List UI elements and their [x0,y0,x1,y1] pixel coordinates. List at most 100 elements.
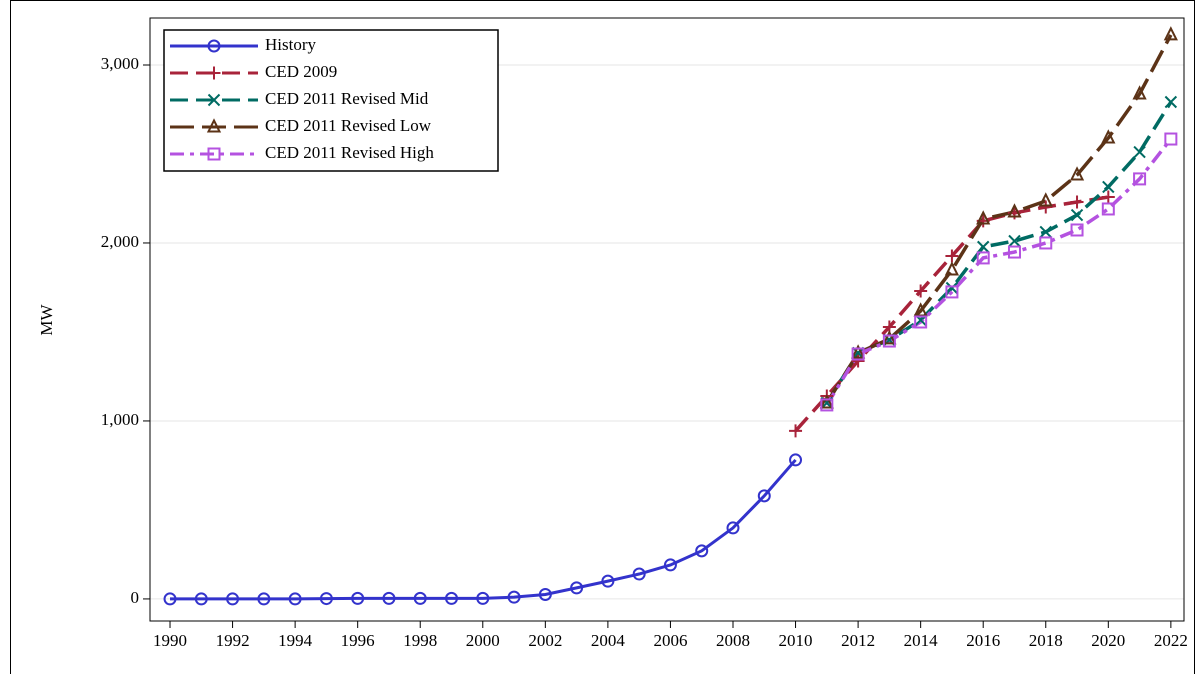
marker [882,330,897,345]
marker [570,581,584,595]
y-tick-label: 0 [131,588,140,607]
legend-box [163,29,499,172]
marker [1039,200,1053,214]
marker [1101,129,1116,144]
marker [1039,236,1053,250]
x-tick-label: 2000 [466,631,500,650]
marker [789,424,803,438]
marker [194,592,208,606]
x-tick-label: 2022 [1154,631,1188,650]
marker [206,118,222,133]
marker [944,261,960,276]
marker [1069,166,1085,181]
marker [351,591,365,605]
x-tick-label: 2014 [904,631,939,650]
series-line [170,458,797,601]
x-tick-label: 2002 [528,631,562,650]
marker [663,558,677,572]
marker [976,251,990,265]
marker [945,281,959,295]
x-tick-label: 2018 [1029,631,1063,650]
legend-label: CED 2011 Revised High [265,143,434,162]
marker [726,521,740,535]
series-line [825,137,1173,406]
marker [850,344,866,359]
marker [601,574,615,588]
marker [1132,85,1147,100]
x-tick-label: 2006 [653,631,687,650]
marker [789,453,803,467]
marker [1164,95,1178,109]
marker [820,398,834,412]
marker [413,591,427,605]
legend-label: CED 2009 [265,62,337,81]
marker [1163,26,1178,41]
marker [757,489,771,503]
marker [851,347,865,361]
marker [1101,202,1115,216]
outer-frame [10,0,1195,674]
marker [1039,225,1052,239]
y-tick-label: 1,000 [101,410,139,429]
series-line [825,101,1173,404]
plot-frame [149,17,1185,622]
marker [507,590,521,604]
marker [819,394,834,409]
marker [695,544,709,558]
marker [207,93,221,107]
marker [976,240,990,254]
marker [226,592,240,606]
series-line [825,34,1173,404]
marker [1007,245,1021,259]
x-tick-label: 1996 [341,631,375,650]
marker [1070,208,1084,222]
marker [319,592,333,606]
marker [538,587,552,601]
marker [476,591,490,605]
marker [1008,234,1021,248]
y-tick-label: 3,000 [101,54,139,73]
marker [632,567,646,581]
marker [914,284,928,298]
marker [1101,190,1115,204]
marker [207,147,221,161]
marker [914,315,928,329]
marker [945,285,959,299]
x-tick-label: 1994 [278,631,313,650]
legend-label: CED 2011 Revised Low [265,116,432,135]
marker [1038,192,1053,207]
marker [913,302,928,317]
marker [445,591,459,605]
marker [257,592,271,606]
x-tick-label: 2008 [716,631,750,650]
x-tick-label: 2004 [591,631,626,650]
x-tick-label: 2016 [966,631,1000,650]
x-tick-label: 1990 [153,631,187,650]
marker [1102,180,1115,194]
marker [207,39,221,53]
marker [163,592,177,606]
marker [1164,132,1178,146]
x-tick-label: 2012 [841,631,875,650]
marker [382,591,396,605]
marker [1070,195,1084,209]
y-tick-label: 2,000 [101,232,139,251]
marker [1133,145,1146,159]
x-tick-label: 1992 [216,631,250,650]
x-tick-label: 2020 [1091,631,1125,650]
y-axis-label: MW [37,303,56,335]
x-tick-label: 2010 [779,631,813,650]
marker [882,334,896,348]
series-line [794,195,1109,433]
marker [1070,223,1084,237]
marker [945,249,959,263]
x-tick-label: 1998 [403,631,437,650]
marker [288,592,302,606]
legend-label: History [265,35,317,54]
legend-label: CED 2011 Revised Mid [265,89,429,108]
marker [976,210,991,225]
marker [1133,172,1147,186]
marker [1007,203,1022,218]
marker [207,66,221,80]
